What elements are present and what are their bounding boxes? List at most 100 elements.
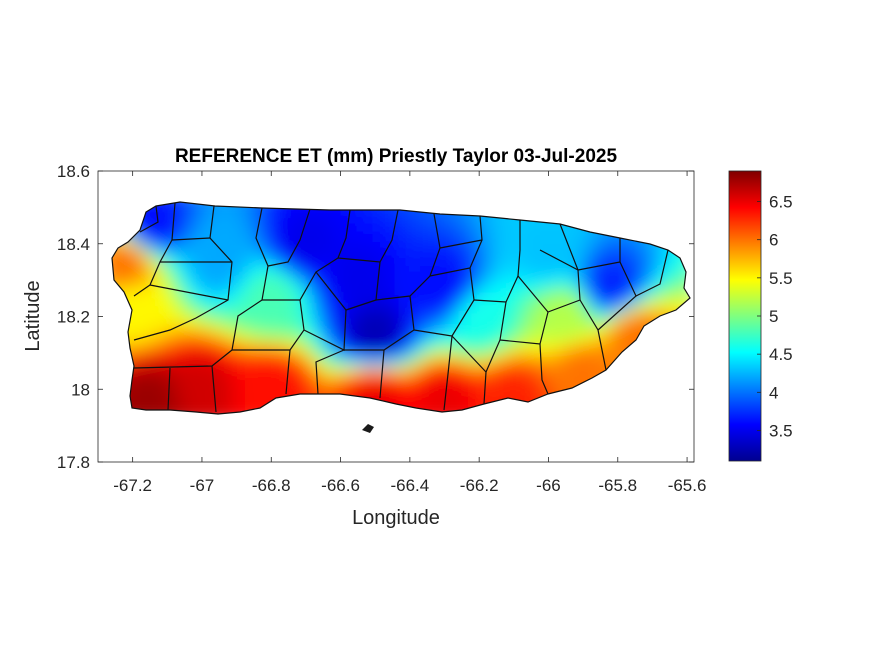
heat-cell: [605, 319, 614, 328]
heat-cell: [573, 367, 582, 376]
heat-cell: [637, 303, 646, 312]
heat-cell: [309, 383, 318, 392]
heat-cell: [341, 215, 350, 224]
heat-cell: [661, 271, 670, 280]
heat-cell: [581, 287, 590, 296]
heat-cell: [421, 303, 430, 312]
heat-cell: [157, 287, 166, 296]
heat-cell: [485, 287, 494, 296]
heat-cell: [437, 343, 446, 352]
heat-cell: [285, 367, 294, 376]
heat-cell: [405, 383, 414, 392]
heat-cell: [613, 239, 622, 248]
heat-cell: [173, 383, 182, 392]
heat-cell: [309, 263, 318, 272]
heat-cell: [181, 271, 190, 280]
heat-cell: [253, 255, 262, 264]
heat-cell: [277, 215, 286, 224]
heat-cell: [157, 327, 166, 336]
heat-cell: [597, 279, 606, 288]
heat-cell: [301, 239, 310, 248]
heat-cell: [581, 255, 590, 264]
heat-cell: [141, 231, 150, 240]
heat-cell: [349, 231, 358, 240]
heat-cell: [277, 335, 286, 344]
heat-cell: [461, 295, 470, 304]
heat-cell: [661, 303, 670, 312]
heat-cell: [397, 303, 406, 312]
heat-cell: [389, 295, 398, 304]
heat-cell: [573, 231, 582, 240]
heat-cell: [445, 295, 454, 304]
heat-cell: [413, 391, 422, 400]
heat-cell: [261, 271, 270, 280]
heat-cell: [301, 295, 310, 304]
heat-cell: [485, 327, 494, 336]
heat-cell: [421, 231, 430, 240]
heat-cell: [533, 231, 542, 240]
heat-cell: [517, 255, 526, 264]
heat-cell: [541, 279, 550, 288]
heat-cell: [333, 279, 342, 288]
heat-cell: [165, 319, 174, 328]
heat-cell: [445, 279, 454, 288]
heat-cell: [181, 279, 190, 288]
heat-cell: [197, 287, 206, 296]
heat-cell: [165, 231, 174, 240]
heat-cell: [165, 335, 174, 344]
heat-cell: [677, 263, 686, 272]
heat-cell: [389, 359, 398, 368]
heat-cell: [429, 279, 438, 288]
heat-cell: [293, 303, 302, 312]
heat-cell: [541, 287, 550, 296]
heat-cell: [597, 247, 606, 256]
heat-cell: [581, 231, 590, 240]
heat-cell: [549, 287, 558, 296]
heat-cell: [285, 359, 294, 368]
heat-cell: [445, 335, 454, 344]
heat-cell: [541, 311, 550, 320]
heat-cell: [653, 287, 662, 296]
heat-cell: [461, 367, 470, 376]
heat-cell: [341, 223, 350, 232]
heat-cell: [293, 367, 302, 376]
heat-cell: [365, 311, 374, 320]
heat-cell: [469, 239, 478, 248]
heat-cell: [589, 303, 598, 312]
heat-cell: [373, 303, 382, 312]
heat-cell: [517, 303, 526, 312]
heat-cell: [341, 271, 350, 280]
heat-cell: [349, 239, 358, 248]
heat-cell: [597, 367, 606, 376]
heat-cell: [205, 295, 214, 304]
heat-cell: [285, 247, 294, 256]
heat-cell: [421, 343, 430, 352]
heat-cell: [269, 319, 278, 328]
heat-cell: [405, 351, 414, 360]
heat-cell: [237, 271, 246, 280]
heat-cell: [165, 279, 174, 288]
heat-cell: [149, 287, 158, 296]
heat-cell: [389, 263, 398, 272]
heat-cell: [453, 287, 462, 296]
heat-cell: [637, 279, 646, 288]
heat-cell: [157, 367, 166, 376]
heat-cell: [453, 247, 462, 256]
heat-cell: [525, 319, 534, 328]
heat-cell: [485, 383, 494, 392]
heat-cell: [333, 303, 342, 312]
heat-cell: [421, 351, 430, 360]
heat-cell: [525, 255, 534, 264]
heat-cell: [229, 351, 238, 360]
heat-cell: [301, 367, 310, 376]
heat-cell: [621, 255, 630, 264]
heat-cell: [333, 319, 342, 328]
heat-cell: [189, 399, 198, 408]
heat-cell: [333, 263, 342, 272]
heat-cell: [197, 407, 206, 414]
heat-cell: [405, 327, 414, 336]
heat-cell: [605, 279, 614, 288]
heat-cell: [493, 343, 502, 352]
heat-cell: [413, 215, 422, 224]
